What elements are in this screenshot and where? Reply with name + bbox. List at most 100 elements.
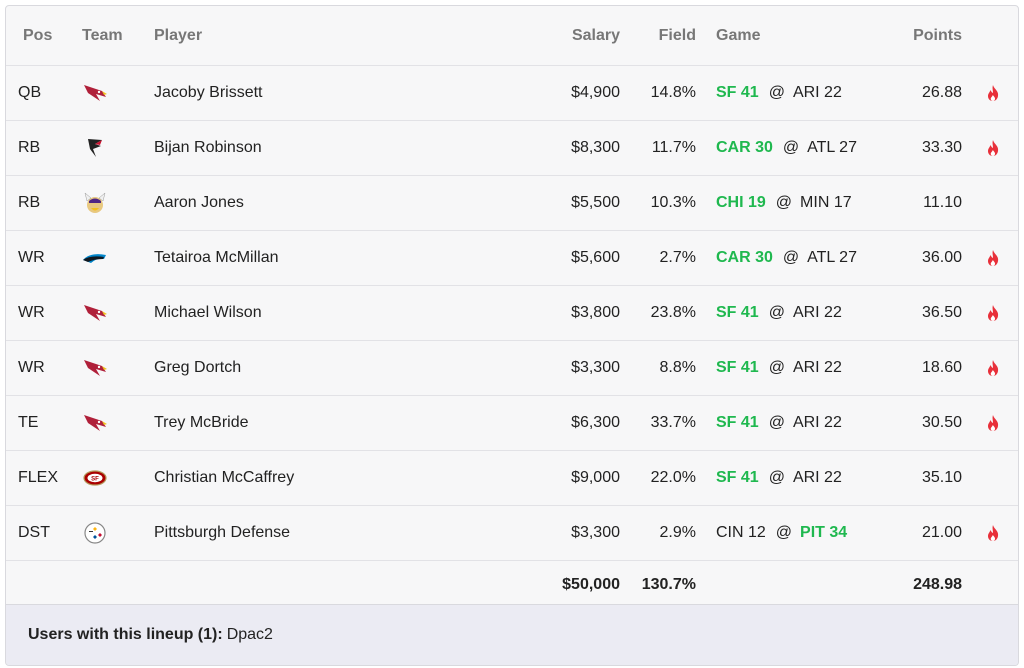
- player-name[interactable]: Pittsburgh Defense: [144, 505, 444, 561]
- away-team-score: CHI 19: [716, 194, 766, 211]
- col-header-pos[interactable]: Pos: [6, 6, 74, 66]
- player-name[interactable]: Jacoby Brissett: [144, 65, 444, 121]
- at-separator: @: [768, 304, 785, 321]
- lineup-users-footer: Users with this lineup (1): Dpac2: [6, 604, 1018, 665]
- field-cell: 22.0%: [624, 450, 696, 506]
- player-name[interactable]: Tetairoa McMillan: [144, 230, 444, 286]
- player-name[interactable]: Christian McCaffrey: [144, 450, 444, 506]
- col-header-field[interactable]: Field: [624, 6, 696, 66]
- team-logo-icon: [82, 521, 144, 545]
- points-cell: 21.00: [866, 505, 980, 561]
- points-cell: 26.88: [866, 65, 980, 121]
- table-row[interactable]: WR Greg Dortch $3,300 8.8% SF 41 @ ARI 22 …: [6, 340, 1018, 396]
- field-cell: 11.7%: [624, 120, 696, 176]
- table-row[interactable]: FLEX SF Christian McCaffrey $9,000 22.0%…: [6, 450, 1018, 506]
- player-name[interactable]: Michael Wilson: [144, 285, 444, 341]
- home-team-score: ARI 22: [792, 359, 842, 376]
- col-header-game[interactable]: Game: [716, 6, 866, 66]
- at-separator: @: [775, 524, 793, 541]
- salary-cell: $5,500: [444, 175, 624, 231]
- fire-icon: [986, 524, 1000, 541]
- at-separator: @: [768, 359, 785, 376]
- pos-cell: FLEX: [6, 450, 74, 506]
- game-cell: SF 41 @ ARI 22: [716, 340, 866, 396]
- col-header-player[interactable]: Player: [144, 6, 444, 66]
- col-header-team[interactable]: Team: [74, 6, 144, 66]
- at-separator: @: [768, 84, 785, 101]
- table-row[interactable]: WR Michael Wilson $3,800 23.8% SF 41 @ ARI…: [6, 285, 1018, 341]
- at-separator: @: [782, 139, 800, 156]
- pos-cell: QB: [6, 65, 74, 121]
- fire-icon: [986, 249, 1000, 266]
- team-logo-icon: SF: [82, 466, 144, 490]
- salary-cell: $9,000: [444, 450, 624, 506]
- home-team-score: ARI 22: [792, 469, 842, 486]
- points-cell: 36.00: [866, 230, 980, 286]
- team-logo-icon: [82, 411, 144, 435]
- pos-cell: WR: [6, 285, 74, 341]
- points-cell: 11.10: [866, 175, 980, 231]
- game-cell: SF 41 @ ARI 22: [716, 65, 866, 121]
- field-cell: 2.9%: [624, 505, 696, 561]
- total-salary: $50,000: [444, 560, 624, 609]
- game-cell: SF 41 @ ARI 22: [716, 395, 866, 451]
- game-cell: CAR 30 @ ATL 27: [716, 120, 866, 176]
- game-cell: SF 41 @ ARI 22: [716, 285, 866, 341]
- at-separator: @: [768, 414, 785, 431]
- salary-cell: $3,300: [444, 340, 624, 396]
- header-row: Pos Team Player Salary Field Game Points: [6, 6, 1018, 66]
- player-name[interactable]: Trey McBride: [144, 395, 444, 451]
- pos-cell: TE: [6, 395, 74, 451]
- team-logo-icon: [82, 246, 144, 270]
- field-cell: 14.8%: [624, 65, 696, 121]
- table-row[interactable]: RB Aaron Jones $5,500 10.3% CHI 19 @ MIN 1…: [6, 175, 1018, 231]
- away-team-score: SF 41: [716, 359, 759, 376]
- at-separator: @: [775, 194, 793, 211]
- lineup-table: Pos Team Player Salary Field Game Points…: [6, 6, 1018, 609]
- field-cell: 8.8%: [624, 340, 696, 396]
- home-team-score: ARI 22: [792, 304, 842, 321]
- game-cell: CAR 30 @ ATL 27: [716, 230, 866, 286]
- pos-cell: RB: [6, 120, 74, 176]
- away-team-score: CAR 30: [716, 139, 773, 156]
- pos-cell: WR: [6, 340, 74, 396]
- points-cell: 33.30: [866, 120, 980, 176]
- player-name[interactable]: Bijan Robinson: [144, 120, 444, 176]
- table-row[interactable]: RB Bijan Robinson $8,300 11.7% CAR 30 @ AT…: [6, 120, 1018, 176]
- col-header-points[interactable]: Points: [866, 6, 980, 66]
- table-row[interactable]: QB Jacoby Brissett $4,900 14.8% SF 41 @ AR…: [6, 65, 1018, 121]
- fire-icon: [986, 359, 1000, 376]
- pos-cell: DST: [6, 505, 74, 561]
- home-team-score: ATL 27: [807, 249, 857, 266]
- total-field: 130.7%: [624, 560, 696, 609]
- home-team-score: PIT 34: [800, 524, 848, 541]
- lineup-card: Pos Team Player Salary Field Game Points…: [5, 5, 1019, 666]
- svg-text:SF: SF: [91, 477, 99, 483]
- player-name[interactable]: Aaron Jones: [144, 175, 444, 231]
- field-cell: 33.7%: [624, 395, 696, 451]
- salary-cell: $8,300: [444, 120, 624, 176]
- fire-icon: [986, 304, 1000, 321]
- away-team-score: CIN 12: [716, 524, 766, 541]
- col-header-salary[interactable]: Salary: [444, 6, 624, 66]
- away-team-score: SF 41: [716, 469, 759, 486]
- team-logo-icon: [82, 301, 144, 325]
- away-team-score: SF 41: [716, 414, 759, 431]
- fire-icon: [986, 414, 1000, 431]
- points-cell: 18.60: [866, 340, 980, 396]
- salary-cell: $3,800: [444, 285, 624, 341]
- points-cell: 35.10: [866, 450, 980, 506]
- salary-cell: $5,600: [444, 230, 624, 286]
- table-row[interactable]: TE Trey McBride $6,300 33.7% SF 41 @ ARI 2…: [6, 395, 1018, 451]
- home-team-score: ARI 22: [792, 84, 842, 101]
- users-list[interactable]: Dpac2: [226, 626, 273, 643]
- table-row[interactable]: DST Pittsburgh Defense $3,300 2.9% CIN 1…: [6, 505, 1018, 561]
- table-row[interactable]: WR Tetairoa McMillan $5,600 2.7% CAR 30 @…: [6, 230, 1018, 286]
- salary-cell: $3,300: [444, 505, 624, 561]
- home-team-score: MIN 17: [800, 194, 852, 211]
- pos-cell: WR: [6, 230, 74, 286]
- points-cell: 36.50: [866, 285, 980, 341]
- field-cell: 23.8%: [624, 285, 696, 341]
- totals-row: $50,000 130.7% 248.98: [6, 560, 1018, 609]
- player-name[interactable]: Greg Dortch: [144, 340, 444, 396]
